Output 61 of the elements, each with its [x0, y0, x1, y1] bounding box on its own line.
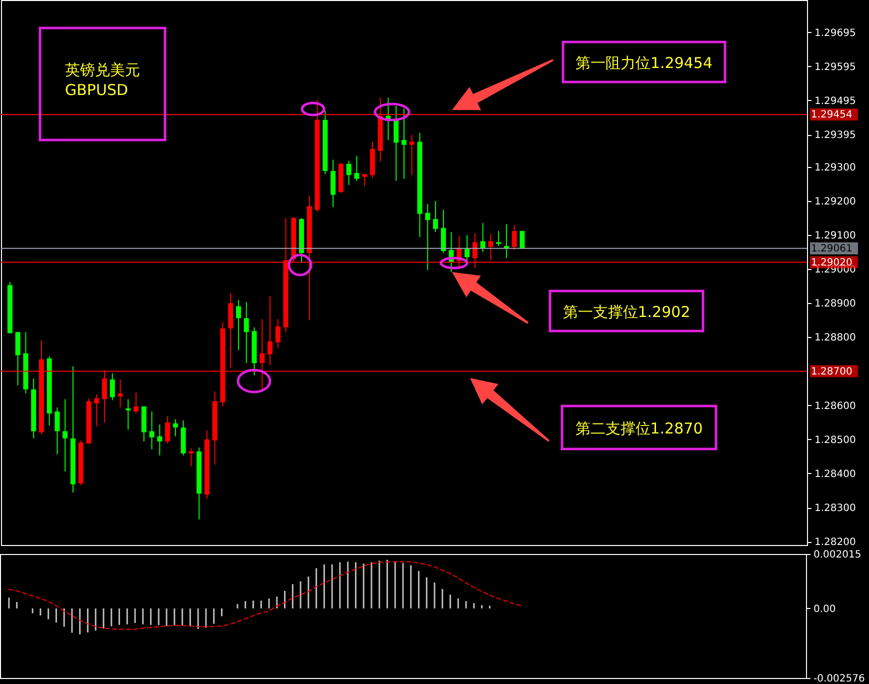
annotation: 第一支撑位1.2902 — [562, 303, 690, 321]
candlestick — [244, 302, 249, 364]
candlestick — [260, 318, 265, 390]
y-tick-label: -0.002576 — [814, 674, 865, 684]
candlestick — [402, 108, 406, 180]
candlestick — [94, 394, 100, 427]
candlestick — [188, 448, 194, 467]
candlestick — [346, 160, 352, 186]
y-tick-label: 1.28600 — [814, 400, 856, 412]
candlestick — [165, 416, 170, 444]
candlestick — [496, 230, 502, 246]
y-tick-label: 1.28300 — [814, 503, 856, 514]
ref-line-label: 1.28700 — [811, 366, 852, 378]
y-tick-label: 1.28800 — [814, 332, 856, 344]
candlestick — [62, 398, 68, 472]
ref-line-label: 1.29454 — [811, 109, 852, 120]
candlestick — [512, 224, 517, 251]
y-tick-label: 1.29100 — [814, 230, 856, 242]
y-tick-label: 1.29595 — [814, 62, 856, 73]
candlestick — [433, 200, 438, 232]
candlestick — [134, 392, 139, 414]
candlestick — [488, 234, 494, 261]
y-tick-label: 0.002015 — [814, 550, 862, 560]
y-tick-label: 0.00 — [814, 604, 836, 615]
candlestick — [354, 156, 360, 182]
y-tick-label: 1.29200 — [814, 196, 856, 208]
candlestick — [394, 105, 399, 182]
y-tick-label: 1.28200 — [814, 537, 856, 548]
candlestick — [172, 418, 178, 437]
annotation: 第一阻力位1.29454 — [575, 54, 713, 72]
candlestick — [54, 406, 60, 455]
candlestick — [480, 222, 486, 253]
y-tick-label: 1.28900 — [814, 298, 856, 310]
candlestick — [330, 159, 336, 208]
candlestick — [440, 209, 446, 254]
line-series — [8, 561, 522, 630]
text: 英镑兑美元 — [65, 61, 140, 79]
annotation: 第二支撑位1.2870 — [575, 420, 703, 438]
candlestick — [118, 378, 123, 408]
candlestick — [15, 332, 20, 386]
candlestick — [268, 296, 273, 366]
candlestick — [362, 174, 368, 186]
candlestick — [275, 318, 280, 349]
y-tick-label: 1.29395 — [814, 130, 856, 142]
y-tick-label: 1.29300 — [814, 162, 856, 174]
candlestick — [236, 300, 241, 351]
candlestick — [464, 234, 470, 262]
candlestick — [425, 204, 430, 271]
y-tick-label: 1.29695 — [814, 28, 856, 39]
candlestick — [149, 410, 154, 450]
candlestick — [520, 230, 525, 248]
candlestick — [157, 424, 162, 456]
candlestick — [126, 398, 131, 430]
ref-line-label: 1.29061 — [811, 243, 852, 254]
candlestick — [110, 372, 115, 401]
candlestick — [409, 134, 414, 176]
y-tick-label: 1.28400 — [814, 468, 856, 480]
candlestick — [504, 224, 509, 259]
y-tick-label: 1.29495 — [814, 96, 856, 107]
text: GBPUSD — [65, 81, 128, 99]
y-tick-label: 1.28500 — [814, 434, 856, 446]
